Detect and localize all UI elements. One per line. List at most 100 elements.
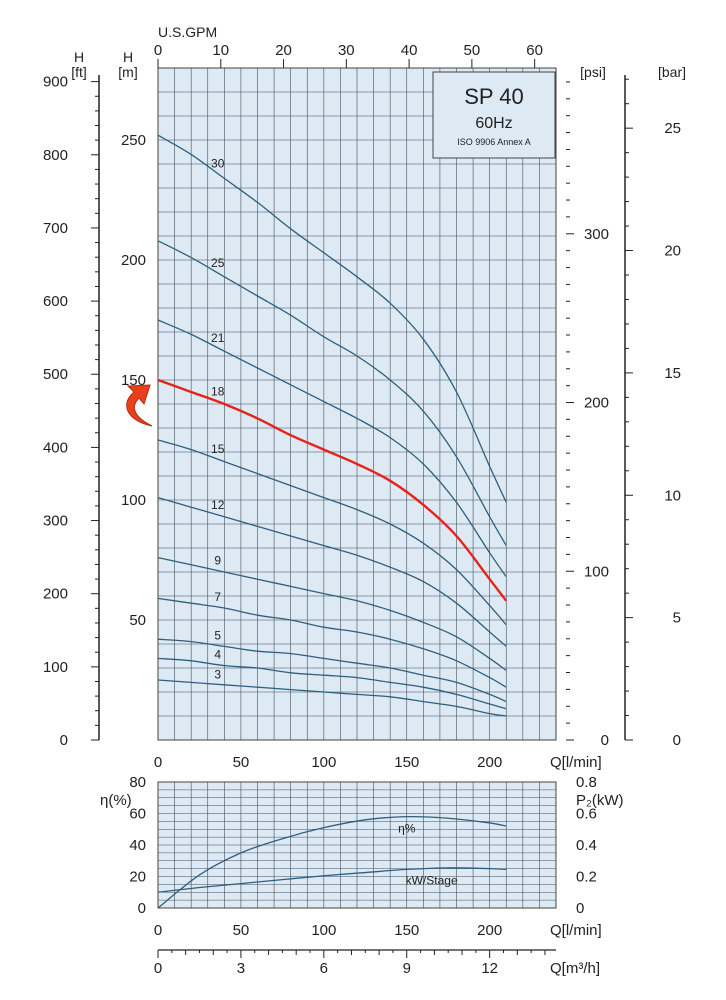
y-label-ft: [ft] bbox=[71, 64, 87, 80]
y-tick-label-bar: 0 bbox=[673, 732, 681, 749]
efficiency-curve-label: η% bbox=[398, 821, 416, 835]
x-tick-label: 0 bbox=[154, 754, 162, 771]
stage-label: 25 bbox=[211, 256, 225, 270]
x-top-tick-label: 30 bbox=[338, 42, 355, 59]
chart-subtitle: 60Hz bbox=[475, 115, 512, 132]
x-top-label: U.S.GPM bbox=[158, 24, 217, 40]
y-label-psi: [psi] bbox=[580, 64, 606, 80]
efficiency-curves: η% kW/Stage bbox=[157, 815, 507, 909]
y-tick-label-m: 150 bbox=[121, 372, 146, 389]
y-tick-label-ft: 200 bbox=[43, 586, 68, 603]
power-axis-label: P₂(kW) bbox=[576, 792, 623, 809]
stage-label: 15 bbox=[211, 442, 225, 456]
y-tick-label-m: 100 bbox=[121, 492, 146, 509]
stage-curve-15 bbox=[157, 439, 507, 626]
x-label: Q[l/min] bbox=[550, 754, 602, 771]
y-tick-label-ft: 700 bbox=[43, 220, 68, 237]
eta-tick-label: 20 bbox=[129, 869, 146, 886]
stage-curve-21 bbox=[157, 319, 507, 578]
eta-tick-label: 0 bbox=[138, 900, 146, 917]
efficiency-axes: 0 20 40 60 80 0 0.2 0.4 0.6 0.8 0 50 100 150 200 0 3 6 9 12 bbox=[129, 774, 597, 977]
power-tick-label: 0 bbox=[576, 900, 584, 917]
head-curves: 30 25 21 18 15 12 9 7 5 4 3 bbox=[157, 134, 508, 717]
x-top-tick-label: 20 bbox=[275, 42, 292, 59]
power-curve-label: kW/Stage bbox=[406, 873, 458, 887]
head-grid bbox=[158, 68, 556, 740]
stage-curve-18 bbox=[157, 378, 508, 602]
x-tick-label: 150 bbox=[394, 754, 419, 771]
stage-curve-25 bbox=[157, 240, 507, 546]
x-tick-label: 50 bbox=[233, 754, 250, 771]
stage-label: 5 bbox=[214, 628, 221, 642]
x-tick-label-lower: 150 bbox=[394, 922, 419, 939]
y-label-m: [m] bbox=[118, 64, 137, 80]
y-tick-label-ft: 0 bbox=[60, 732, 68, 749]
x-tick-label-lower: 0 bbox=[154, 922, 162, 939]
x2-tick-label: 12 bbox=[481, 960, 498, 977]
stage-label: 7 bbox=[214, 590, 221, 604]
curve-efficiency bbox=[157, 815, 507, 909]
power-tick-label: 0.8 bbox=[576, 774, 597, 791]
x-tick-label-lower: 50 bbox=[233, 922, 250, 939]
stage-curve-4 bbox=[157, 657, 507, 710]
y-tick-label-psi: 0 bbox=[601, 732, 609, 749]
y-tick-label-bar: 5 bbox=[673, 610, 681, 627]
x-top-tick-label: 50 bbox=[464, 42, 481, 59]
highlight-arrow-icon bbox=[126, 384, 153, 427]
power-tick-label: 0.6 bbox=[576, 806, 597, 823]
eta-tick-label: 40 bbox=[129, 837, 146, 854]
eta-tick-label: 80 bbox=[129, 774, 146, 791]
x2-tick-label: 6 bbox=[320, 960, 328, 977]
stage-label: 21 bbox=[211, 331, 225, 345]
y-tick-label-m: 250 bbox=[121, 132, 146, 149]
stage-curve-9 bbox=[157, 556, 507, 671]
chart-title: SP 40 bbox=[464, 84, 524, 109]
power-tick-label: 0.2 bbox=[576, 869, 597, 886]
y-tick-label-ft: 100 bbox=[43, 659, 68, 676]
x-tick-label-lower: 200 bbox=[477, 922, 502, 939]
y-tick-label-psi: 300 bbox=[584, 226, 609, 243]
x-tick-label-lower: 100 bbox=[311, 922, 336, 939]
y-tick-label-bar: 15 bbox=[664, 365, 681, 382]
title-box: SP 40 60Hz ISO 9906 Annex A bbox=[432, 71, 556, 159]
stage-curve-5 bbox=[157, 638, 507, 703]
y-label-bar: [bar] bbox=[658, 64, 686, 80]
stage-label: 12 bbox=[211, 498, 225, 512]
efficiency-grid bbox=[158, 782, 556, 908]
y-tick-label-ft: 500 bbox=[43, 366, 68, 383]
x2-tick-label: 0 bbox=[154, 960, 162, 977]
stage-curve-7 bbox=[157, 597, 507, 688]
stage-curve-3 bbox=[157, 679, 507, 717]
y-tick-label-ft: 800 bbox=[43, 147, 68, 164]
x-top-tick-label: 0 bbox=[154, 42, 162, 59]
y-letter-ft: H bbox=[74, 49, 84, 65]
stage-curve-30 bbox=[157, 134, 507, 503]
power-tick-label: 0.4 bbox=[576, 837, 597, 854]
y-tick-label-psi: 100 bbox=[584, 563, 609, 580]
stage-curve-12 bbox=[157, 496, 507, 647]
x-tick-label: 100 bbox=[311, 754, 336, 771]
stage-label: 4 bbox=[214, 648, 221, 662]
x-top-tick-label: 10 bbox=[212, 42, 229, 59]
chart-standard: ISO 9906 Annex A bbox=[457, 137, 531, 147]
eta-tick-label: 60 bbox=[129, 806, 146, 823]
x2-tick-label: 3 bbox=[237, 960, 245, 977]
y-tick-label-m: 200 bbox=[121, 252, 146, 269]
x-label-lower: Q[l/min] bbox=[550, 922, 602, 939]
x2-label: Q[m³/h] bbox=[550, 960, 600, 977]
y-tick-label-bar: 10 bbox=[664, 487, 681, 504]
y-tick-label-ft: 900 bbox=[43, 74, 68, 91]
y-tick-label-ft: 400 bbox=[43, 439, 68, 456]
stage-label: 3 bbox=[214, 667, 221, 681]
y-letter-m: H bbox=[123, 49, 133, 65]
stage-label: 30 bbox=[211, 157, 225, 171]
eta-axis-label: η(%) bbox=[100, 792, 132, 809]
y-tick-label-ft: 300 bbox=[43, 513, 68, 530]
y-tick-label-ft: 600 bbox=[43, 293, 68, 310]
x2-tick-label: 9 bbox=[403, 960, 411, 977]
stage-label: 9 bbox=[214, 554, 221, 568]
